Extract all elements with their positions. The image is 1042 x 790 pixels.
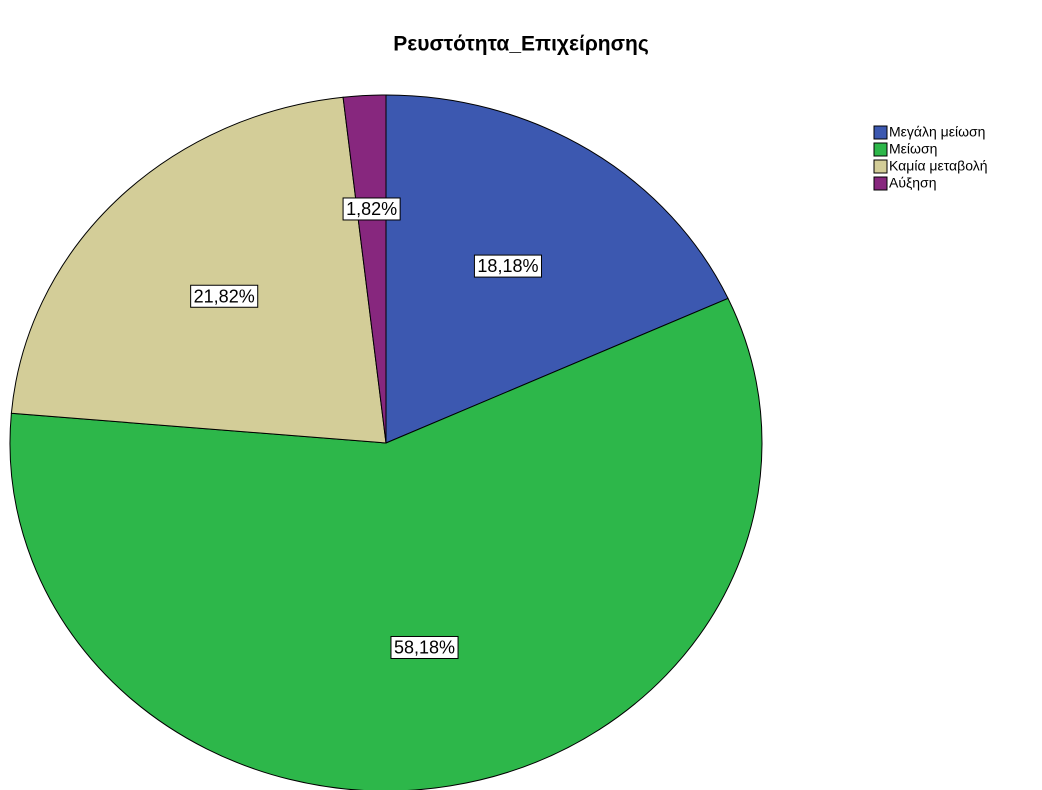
legend-swatch: [873, 159, 888, 174]
pie-slice: [10, 96, 387, 444]
legend-label: Μείωση: [889, 141, 937, 157]
pie-slice: [385, 94, 729, 444]
legend-swatch: [873, 125, 888, 140]
data-label: 1,82%: [342, 197, 401, 221]
data-label: 18,18%: [473, 254, 542, 278]
legend-swatch: [873, 142, 888, 157]
data-label-text: 58,18%: [394, 637, 455, 657]
data-label-text: 18,18%: [477, 256, 538, 276]
legend-label: Αύξηση: [889, 175, 936, 191]
legend-swatch: [873, 176, 888, 191]
data-label-box: [390, 635, 459, 659]
data-label-box: [190, 284, 259, 308]
pie-slice: [9, 297, 763, 790]
data-label-box: [342, 197, 401, 221]
data-label-text: 21,82%: [194, 286, 255, 306]
data-label: 58,18%: [390, 635, 459, 659]
pie-slice: [342, 94, 387, 444]
chart-title: Ρευστότητα_Επιχείρησης: [393, 33, 649, 56]
data-label-box: [473, 254, 542, 278]
legend-label: Καμία μεταβολή: [889, 158, 988, 174]
data-label: 21,82%: [190, 284, 259, 308]
data-label-text: 1,82%: [346, 199, 397, 219]
legend-label: Μεγάλη μείωση: [889, 124, 985, 140]
